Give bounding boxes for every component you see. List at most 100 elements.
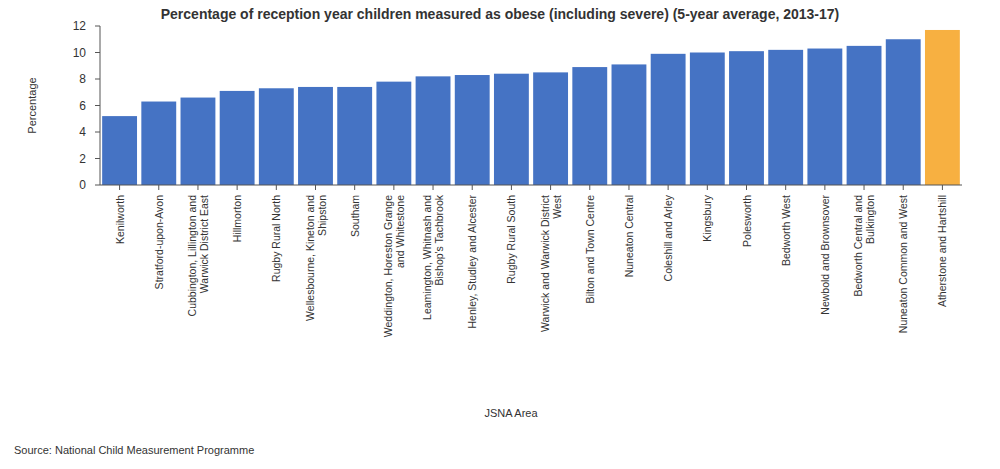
x-tick-label-line: Rugby Rural North <box>270 195 282 282</box>
y-tick-label: 8 <box>79 72 86 86</box>
x-tick-label: Rugby Rural North <box>270 195 282 282</box>
x-tick-label: Atherstone and Hartshill <box>936 195 948 307</box>
y-tick <box>95 158 100 159</box>
y-tick-label: 4 <box>79 125 86 139</box>
x-tick <box>393 185 394 190</box>
x-tick <box>158 185 159 190</box>
x-tick <box>197 185 198 190</box>
x-tick <box>785 185 786 190</box>
x-tick-label: Southam <box>349 195 361 237</box>
x-tick-label-line: Bulkington <box>864 195 876 244</box>
y-tick-label: 10 <box>73 46 87 60</box>
x-tick-label: Bilton and Town Centre <box>584 195 596 304</box>
x-tick-label-line: Atherstone and Hartshill <box>936 195 948 307</box>
x-tick <box>511 185 512 190</box>
bar <box>886 39 921 185</box>
bar <box>181 98 216 185</box>
y-tick-label: 0 <box>79 178 86 192</box>
bar <box>102 116 137 185</box>
x-tick-label: Nuneaton Common and West <box>897 195 909 333</box>
x-tick-label: Nuneaton Central <box>623 195 635 277</box>
x-tick-label: Newbold and Brownsover <box>819 195 831 315</box>
x-tick <box>550 185 551 190</box>
x-tick-label-line: Bedworth Central and <box>852 195 864 297</box>
x-tick-label: Kingsbury <box>701 194 713 241</box>
y-tick-label: 6 <box>79 99 86 113</box>
x-tick <box>707 185 708 190</box>
x-tick <box>942 185 943 190</box>
y-tick-label: 2 <box>79 152 86 166</box>
x-axis <box>100 185 962 186</box>
x-tick <box>472 185 473 190</box>
bar <box>337 87 372 185</box>
x-tick <box>354 185 355 190</box>
x-tick <box>746 185 747 190</box>
y-tick <box>95 132 100 133</box>
x-tick-label: Hillmorton <box>231 195 243 242</box>
bar <box>925 30 960 185</box>
x-tick-label: Kenilworth <box>114 195 126 244</box>
y-tick <box>95 185 100 186</box>
x-tick <box>589 185 590 190</box>
x-tick-label: Leamington, Whitnash andBishop's Tachbro… <box>421 194 445 320</box>
y-tick-label: 12 <box>73 19 87 33</box>
x-tick-label-line: Newbold and Brownsover <box>819 195 831 315</box>
x-tick <box>276 185 277 190</box>
x-tick-label-line: Bishop's Tachbrook <box>433 194 445 285</box>
x-tick-label-line: Warwick District East <box>198 195 210 293</box>
bar <box>259 88 294 185</box>
x-tick-label-line: Stratford-upon-Avon <box>153 195 165 290</box>
bar <box>807 49 842 185</box>
bar <box>572 67 607 185</box>
x-tick <box>433 185 434 190</box>
bar <box>651 54 686 185</box>
bar <box>768 50 803 185</box>
x-tick-label-line: Shipston <box>316 195 328 236</box>
y-tick <box>95 105 100 106</box>
y-axis-label: Percentage <box>26 77 38 133</box>
y-tick <box>95 52 100 53</box>
bar <box>455 75 490 185</box>
x-tick-label-line: Bilton and Town Centre <box>584 195 596 304</box>
x-tick-label-line: Hillmorton <box>231 195 243 242</box>
bar <box>220 91 255 185</box>
x-tick-label: Bedworth West <box>780 195 792 266</box>
x-tick-label-line: and Whitestone <box>394 195 406 268</box>
x-tick-label-line: Cubbington, Lillington and <box>186 195 198 317</box>
x-tick <box>824 185 825 190</box>
x-tick-label-line: Kingsbury <box>701 194 713 241</box>
x-tick-label: Henley, Studley and Alcester <box>466 195 478 329</box>
bar <box>612 64 647 185</box>
chart: Percentage of reception year children me… <box>0 0 1000 469</box>
x-tick <box>864 185 865 190</box>
bar <box>141 102 176 185</box>
bar <box>690 53 725 186</box>
title: Percentage of reception year children me… <box>161 6 840 22</box>
x-tick-label-line: West <box>551 195 563 219</box>
bar <box>416 76 451 185</box>
x-tick-label-line: Leamington, Whitnash and <box>421 195 433 320</box>
x-tick-label-line: Coleshill and Arley <box>662 194 674 281</box>
bar <box>376 82 411 185</box>
x-tick <box>668 185 669 190</box>
x-tick-label-line: Nuneaton Common and West <box>897 195 909 333</box>
x-axis-label: JSNA Area <box>484 407 538 419</box>
x-tick <box>628 185 629 190</box>
bar <box>847 46 882 185</box>
x-tick <box>119 185 120 190</box>
bar <box>729 51 764 185</box>
x-tick-label-line: Bedworth West <box>780 195 792 266</box>
x-tick <box>903 185 904 190</box>
source: Source: National Child Measurement Progr… <box>14 444 254 456</box>
x-tick-label-line: Warwick and Warwick District <box>539 195 551 332</box>
y-tick <box>95 79 100 80</box>
x-tick <box>237 185 238 190</box>
x-tick-label: Coleshill and Arley <box>662 194 674 281</box>
x-tick-label: Cubbington, Lillington andWarwick Distri… <box>186 195 210 317</box>
x-tick-label-line: Wellesbourne, Kineton and <box>304 195 316 321</box>
x-tick-label-line: Polesworth <box>741 195 753 247</box>
y-tick <box>95 26 100 27</box>
x-tick-label: Weddington, Horeston Grangeand Whiteston… <box>382 195 406 337</box>
x-tick-label: Bedworth Central andBulkington <box>852 195 876 297</box>
bar <box>533 72 568 185</box>
